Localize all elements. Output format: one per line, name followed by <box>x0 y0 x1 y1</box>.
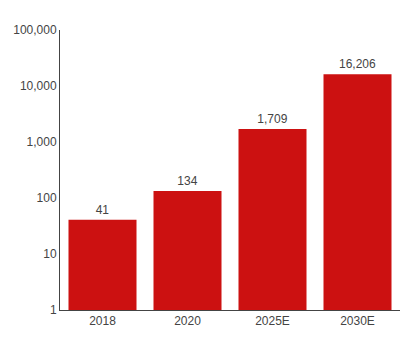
svg-text:2030E: 2030E <box>340 314 375 328</box>
svg-text:1: 1 <box>50 303 57 317</box>
svg-text:134: 134 <box>177 174 197 188</box>
svg-text:1,000: 1,000 <box>27 135 57 149</box>
svg-text:2018: 2018 <box>89 314 116 328</box>
svg-text:100: 100 <box>37 191 57 205</box>
svg-text:2025E: 2025E <box>255 314 290 328</box>
svg-text:2020: 2020 <box>174 314 201 328</box>
svg-text:16,206: 16,206 <box>339 57 376 71</box>
svg-text:10: 10 <box>43 247 57 261</box>
svg-text:41: 41 <box>96 203 110 217</box>
svg-text:100,000: 100,000 <box>13 23 57 37</box>
svg-text:10,000: 10,000 <box>20 79 57 93</box>
svg-text:1,709: 1,709 <box>257 112 287 126</box>
